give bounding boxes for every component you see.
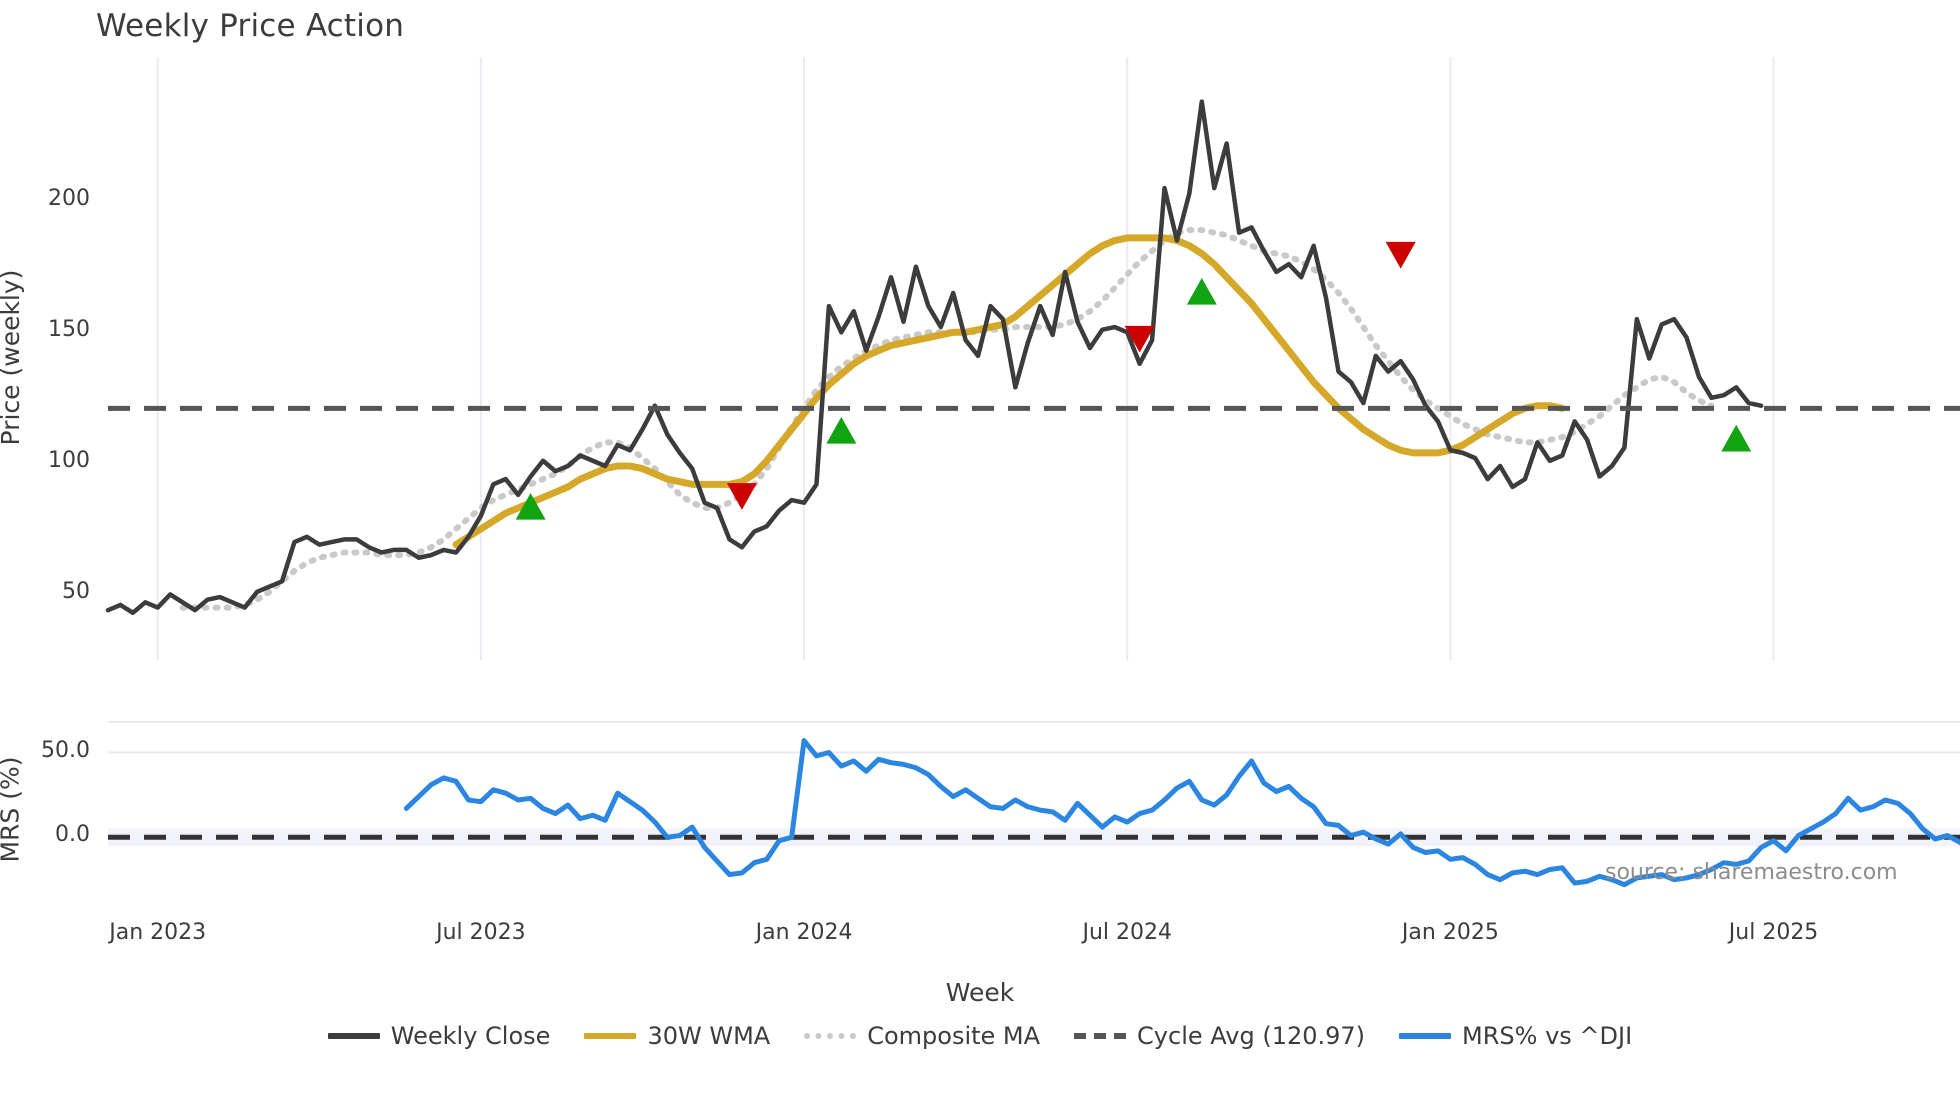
plot-canvas [105, 57, 1960, 888]
chart-legend: Weekly Close 30W WMA Composite MA Cycle Avg… [0, 1022, 1960, 1050]
buy-marker-0 [515, 492, 546, 520]
legend-swatch-4 [1399, 1033, 1452, 1039]
buy-marker-2 [826, 416, 857, 444]
page-title: Weekly Price Action [96, 8, 405, 44]
xtick-1: Jul 2023 [436, 920, 526, 945]
sell-marker-3 [1124, 325, 1155, 353]
legend-swatch-2 [804, 1033, 857, 1039]
mrs-ytick-1: 0.0 [55, 822, 90, 848]
legend-label-3: Cycle Avg (120.97) [1137, 1022, 1366, 1050]
legend-label-2: Composite MA [867, 1022, 1041, 1050]
mrs-zero-band [108, 828, 1960, 847]
price-ytick-0: 50 [62, 579, 90, 605]
xtick-2: Jan 2024 [755, 920, 853, 945]
source-watermark: source: sharemaestro.com [1605, 860, 1898, 885]
legend-label-0: Weekly Close [390, 1022, 551, 1050]
legend-label-4: MRS% vs ^DJI [1462, 1022, 1633, 1050]
price-axis-label: Price (weekly) [0, 269, 25, 445]
xtick-0: Jan 2023 [109, 920, 207, 945]
legend-item-4[interactable]: MRS% vs ^DJI [1399, 1022, 1632, 1050]
legend-item-3[interactable]: Cycle Avg (120.97) [1074, 1022, 1365, 1050]
mrs-ytick-0: 50.0 [41, 737, 90, 763]
legend-swatch-3 [1074, 1033, 1127, 1039]
xtick-3: Jul 2024 [1082, 920, 1172, 945]
series-weekly-close [105, 99, 1764, 616]
buy-marker-4 [1186, 277, 1217, 305]
price-ytick-3: 200 [48, 186, 90, 212]
legend-label-1: 30W WMA [647, 1022, 771, 1050]
buy-marker-6 [1721, 424, 1752, 452]
legend-swatch-1 [584, 1033, 637, 1039]
xtick-4: Jan 2025 [1401, 920, 1499, 945]
xtick-5: Jul 2025 [1728, 920, 1819, 945]
sell-marker-1 [726, 483, 757, 510]
x-axis-label: Week [945, 978, 1015, 1007]
legend-item-2[interactable]: Composite MA [804, 1022, 1040, 1050]
series-30w-wma [452, 234, 1566, 549]
sell-marker-5 [1385, 241, 1416, 269]
series-mrs [403, 738, 1960, 888]
price-ytick-2: 150 [48, 317, 90, 343]
legend-swatch-0 [327, 1033, 380, 1039]
price-ytick-1: 100 [48, 448, 90, 474]
legend-item-0[interactable]: Weekly Close [327, 1022, 551, 1050]
legend-item-1[interactable]: 30W WMA [584, 1022, 770, 1050]
